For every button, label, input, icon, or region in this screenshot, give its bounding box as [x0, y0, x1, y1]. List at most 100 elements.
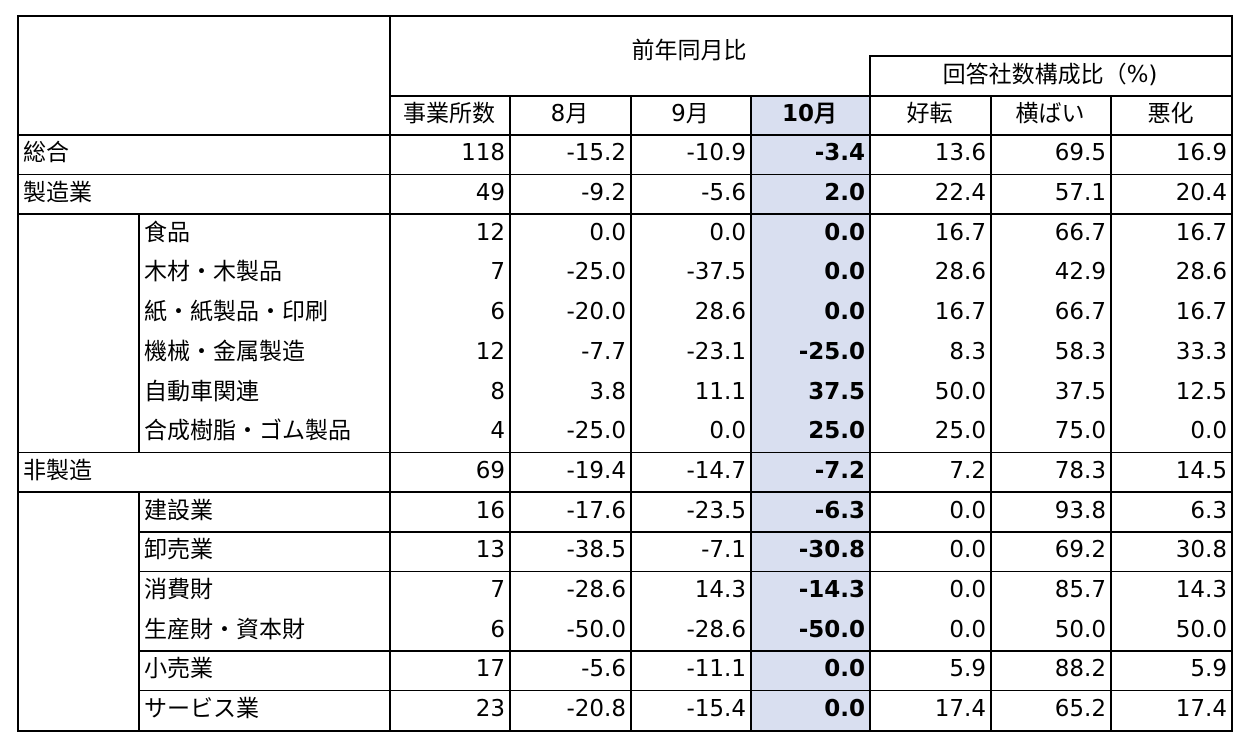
table-cell: 16.7	[934, 299, 986, 326]
row-label: 機械・金属製造	[144, 338, 305, 365]
table-cell: -17.6	[566, 497, 626, 524]
table-cell: 6	[490, 616, 505, 643]
label-line	[138, 411, 140, 454]
table-cell: -20.0	[566, 299, 626, 326]
table-cell: 0.0	[949, 537, 986, 564]
highlight-column-bg	[750, 95, 869, 730]
table-cell: 0.0	[824, 219, 865, 246]
row-label: 小売業	[144, 656, 213, 683]
table-cell: 25.0	[808, 418, 865, 445]
table-cell: 7.2	[949, 457, 986, 484]
label-line	[138, 650, 140, 692]
table-cell: 17.4	[1175, 696, 1227, 723]
table-cell: 7	[490, 577, 505, 604]
table-cell: -7.7	[581, 338, 626, 365]
label-line	[138, 531, 140, 573]
table-cell: 16.7	[1175, 219, 1227, 246]
table-cell: 58.3	[1054, 338, 1106, 365]
label-line	[138, 332, 140, 374]
label-line	[138, 570, 140, 612]
table-cell: 8.3	[949, 338, 986, 365]
column-header: 事業所数	[403, 101, 495, 127]
table-cell: -19.4	[566, 457, 626, 484]
table-cell: -15.4	[686, 696, 746, 723]
table-cell: 12.5	[1175, 378, 1227, 405]
table-cell: 14.3	[694, 577, 746, 604]
table-cell: 16.9	[1175, 140, 1227, 167]
table-cell: -14.3	[798, 577, 865, 604]
label-line	[138, 689, 140, 731]
table-cell: 0.0	[824, 656, 865, 683]
table-cell: -9.2	[581, 180, 626, 207]
table-cell: 30.8	[1175, 537, 1227, 564]
header-ratio: 回答社数構成比（%)	[942, 61, 1158, 88]
table-cell: 118	[461, 140, 505, 167]
border-right	[1231, 15, 1233, 732]
row-line	[138, 531, 1231, 533]
row-label: 自動車関連	[144, 378, 259, 405]
table-cell: 14.3	[1175, 577, 1227, 604]
table-cell: 0.0	[589, 219, 626, 246]
table-cell: 28.6	[934, 259, 986, 286]
table-cell: 2.0	[824, 180, 865, 207]
row-label: 製造業	[23, 180, 92, 207]
table-cell: 66.7	[1054, 219, 1106, 246]
table-cell: 6.3	[1190, 497, 1227, 524]
table-cell: 50.0	[1175, 616, 1227, 643]
header-line	[389, 95, 1231, 97]
table-cell: 6	[490, 299, 505, 326]
column-line	[630, 95, 632, 730]
header-line	[869, 55, 1231, 57]
table-cell: 12	[475, 219, 505, 246]
table-cell: -7.1	[701, 537, 746, 564]
header-line	[17, 134, 1231, 136]
column-line	[750, 95, 752, 730]
column-line	[509, 95, 511, 730]
table-cell: 69.5	[1054, 140, 1106, 167]
table-cell: 7	[490, 259, 505, 286]
table-cell: 11.1	[694, 378, 746, 405]
table-cell: -23.5	[686, 497, 746, 524]
row-label: 木材・木製品	[144, 259, 282, 286]
label-line	[138, 610, 140, 652]
row-label: 卸売業	[144, 537, 213, 564]
table-cell: 17	[475, 656, 505, 683]
row-line	[138, 570, 1231, 573]
table-cell: -6.3	[814, 497, 865, 524]
table-cell: 5.9	[949, 656, 986, 683]
row-label: 消費財	[144, 577, 213, 604]
table-cell: 16.7	[934, 219, 986, 246]
table-cell: 57.1	[1054, 180, 1106, 207]
table-cell: 78.3	[1054, 457, 1106, 484]
table-cell: -3.4	[814, 140, 865, 167]
table-cell: -25.0	[798, 338, 865, 365]
table-cell: 50.0	[934, 378, 986, 405]
table-cell: 17.4	[934, 696, 986, 723]
table-cell: 23	[475, 696, 505, 723]
row-line	[17, 491, 1231, 493]
row-label: 合成樹脂・ゴム製品	[144, 418, 351, 445]
table-cell: 3.8	[589, 378, 626, 405]
label-line	[138, 213, 140, 255]
table-cell: 85.7	[1054, 577, 1106, 604]
table-cell: -11.1	[686, 656, 746, 683]
table-cell: 0.0	[824, 259, 865, 286]
row-label: サービス業	[144, 696, 259, 723]
row-line	[138, 650, 1231, 652]
column-header: 10月	[781, 101, 837, 127]
table-cell: 69	[475, 457, 505, 484]
row-label: 食品	[144, 219, 190, 246]
column-line	[1110, 95, 1112, 730]
border-top	[17, 15, 1233, 17]
table-cell: -5.6	[701, 180, 746, 207]
table-cell: 0.0	[824, 299, 865, 326]
table-cell: 49	[475, 180, 505, 207]
row-label: 総合	[23, 140, 69, 167]
table-cell: 0.0	[1190, 418, 1227, 445]
table-cell: 75.0	[1054, 418, 1106, 445]
table-cell: -5.6	[581, 656, 626, 683]
table-cell: 25.0	[934, 418, 986, 445]
table-cell: -25.0	[566, 418, 626, 445]
label-line	[138, 253, 140, 295]
header-yoy: 前年同月比	[631, 37, 747, 64]
